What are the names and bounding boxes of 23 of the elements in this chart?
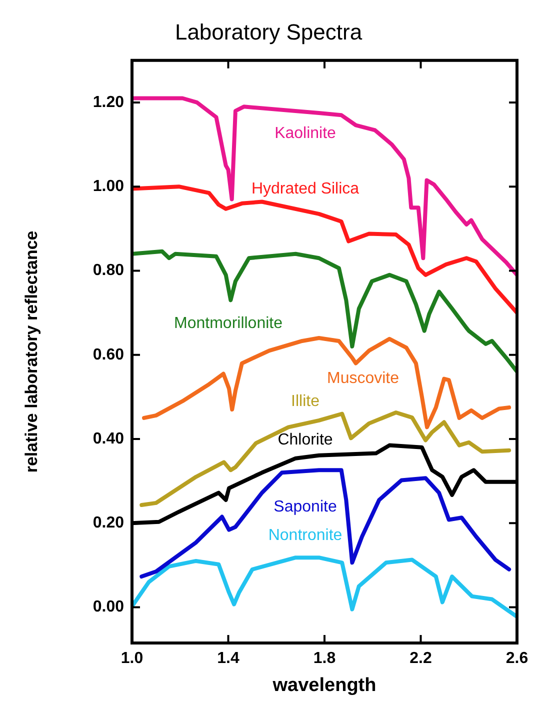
y-tick-label: 1.20 bbox=[92, 94, 124, 111]
series-label: Muscovite bbox=[326, 370, 400, 387]
series-label: Hydrated Silica bbox=[251, 180, 360, 198]
y-tick-label: 0.80 bbox=[92, 262, 124, 280]
x-tick-label: 1.4 bbox=[217, 650, 240, 668]
series-label: Nontronite bbox=[268, 527, 342, 544]
y-tick-label: 1.00 bbox=[92, 178, 124, 195]
y-axis-title: relative laboratory reflectance bbox=[22, 230, 41, 473]
y-tick-label: 0.20 bbox=[92, 514, 124, 532]
y-tick-label: 0.60 bbox=[92, 346, 124, 364]
y-tick-label: 0.00 bbox=[92, 598, 124, 616]
y-tick-label: 0.40 bbox=[92, 430, 124, 448]
series-label: Saponite bbox=[274, 498, 337, 516]
x-tick-label: 1.8 bbox=[313, 650, 336, 668]
x-axis-title: wavelength bbox=[272, 674, 376, 696]
series-label: Montmorillonite bbox=[174, 314, 283, 332]
x-tick-label: 2.2 bbox=[410, 650, 432, 668]
series-label: Kaolinite bbox=[274, 125, 336, 142]
x-tick-label: 2.6 bbox=[506, 650, 528, 668]
chart-title: Laboratory Spectra bbox=[174, 19, 363, 44]
x-tick-label: 1.0 bbox=[120, 650, 144, 668]
series-label: Chlorite bbox=[278, 432, 333, 449]
series-label: Illite bbox=[291, 392, 320, 410]
